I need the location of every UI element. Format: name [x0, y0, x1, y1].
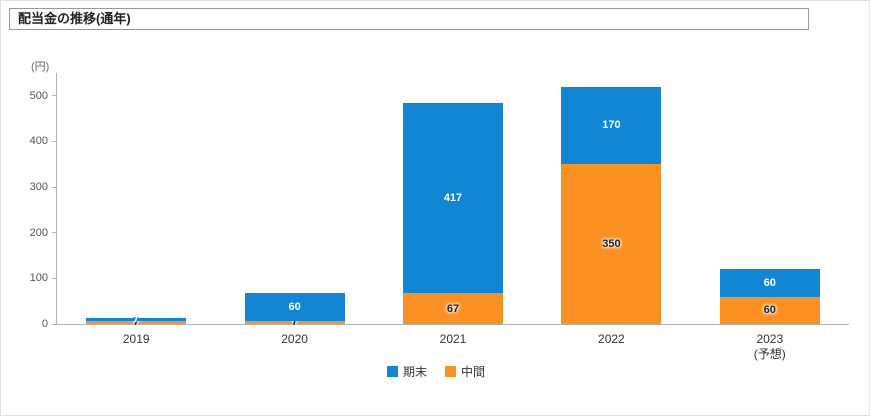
bar-value-label: 60 — [763, 304, 776, 317]
bar-segment-2023-chuukan[interactable]: 60 — [719, 296, 820, 324]
legend-item-kimatsu[interactable]: 期末 — [386, 363, 427, 380]
y-axis-tick — [52, 323, 57, 325]
bar-value-label: 7 — [291, 316, 298, 329]
legend-label-kimatsu: 期末 — [402, 365, 427, 379]
bar-value-label: 417 — [443, 192, 463, 205]
chart-title: 配当金の推移(通年) — [18, 11, 131, 26]
bar-value-label: 7 — [133, 313, 140, 326]
bar-segment-2021-kimatsu[interactable]: 417 — [403, 103, 503, 294]
bar-segment-2020-chuukan[interactable]: 7 — [244, 316, 345, 328]
y-axis-tick-label: 100 — [29, 272, 48, 285]
y-axis-tick-label: 500 — [29, 89, 48, 102]
bar-segment-2019-kimatsu[interactable]: 7 — [86, 313, 187, 325]
bar-segment-2020-kimatsu[interactable]: 60 — [244, 293, 345, 321]
bar-value-label: 60 — [763, 276, 776, 289]
legend-label-chuukan: 中間 — [461, 365, 486, 379]
bar-segment-2022-chuukan[interactable]: 350 — [561, 164, 662, 324]
x-axis-label-2022: 2022 — [598, 332, 625, 346]
bar-value-label: 170 — [602, 119, 621, 132]
y-axis-tick-label: 400 — [29, 135, 48, 148]
y-axis-tick — [52, 232, 57, 234]
bar-segment-2023-kimatsu[interactable]: 60 — [719, 269, 820, 297]
x-axis-label-2021: 2021 — [439, 332, 467, 346]
x-axis-label-2019: 2019 — [122, 332, 150, 346]
bar-value-label: 67 — [446, 302, 460, 315]
y-axis-tick — [52, 140, 57, 142]
plot-area: 0 100 200 300 400 500 7 7 2019 7 60 2020 67 417 2021 35… — [30, 73, 849, 361]
bar-segment-2021-chuukan[interactable]: 67 — [403, 293, 503, 324]
y-axis-tick — [52, 186, 57, 188]
bar-value-label: 350 — [602, 238, 621, 251]
y-axis-unit-label: (円) — [31, 61, 50, 73]
x-axis-label-2020: 2020 — [281, 332, 308, 346]
bar-value-label: 60 — [288, 301, 301, 314]
bar-segment-2022-kimatsu[interactable]: 170 — [561, 86, 662, 165]
chart-title-box: 配当金の推移(通年) — [9, 8, 809, 30]
legend: 期末 中間 — [1, 363, 869, 380]
y-axis-tick-label: 300 — [29, 181, 48, 194]
legend-swatch-kimatsu — [386, 366, 398, 377]
bar-value-label: 7 — [133, 316, 140, 329]
y-axis-tick — [52, 95, 57, 97]
x-axis-label-2023: 2023 (予想) — [753, 332, 786, 361]
legend-swatch-chuukan — [445, 366, 456, 377]
legend-item-chuukan[interactable]: 中間 — [445, 363, 485, 380]
y-axis-tick — [52, 277, 57, 279]
y-axis-tick-label: 200 — [29, 226, 48, 239]
y-axis-tick-label: 0 — [41, 318, 48, 330]
bar-segment-2019-chuukan[interactable]: 7 — [86, 316, 187, 328]
